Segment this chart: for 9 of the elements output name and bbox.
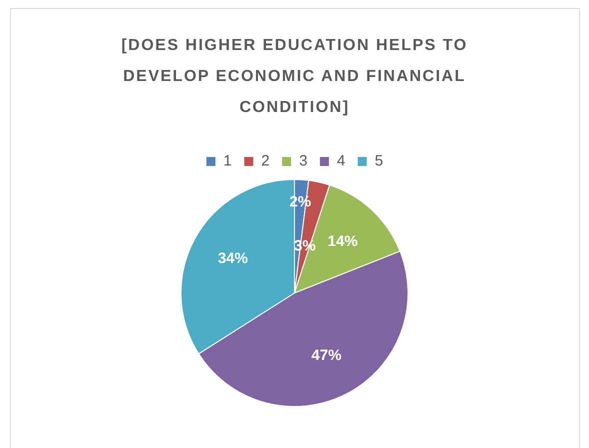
legend-label: 2 — [261, 152, 270, 170]
data-label: 47% — [311, 346, 342, 364]
legend-label: 4 — [336, 152, 346, 170]
legend-label: 5 — [374, 152, 384, 170]
legend-label: 1 — [223, 152, 232, 170]
data-label: 34% — [218, 250, 248, 268]
legend-label: 3 — [299, 152, 308, 170]
chart-title: [DOES HIGHER EDUCATION HELPS TO DEVELOP ECONOMIC AND FINANCIAL CONDITION] — [120, 36, 469, 118]
data-label: 14% — [328, 232, 358, 250]
